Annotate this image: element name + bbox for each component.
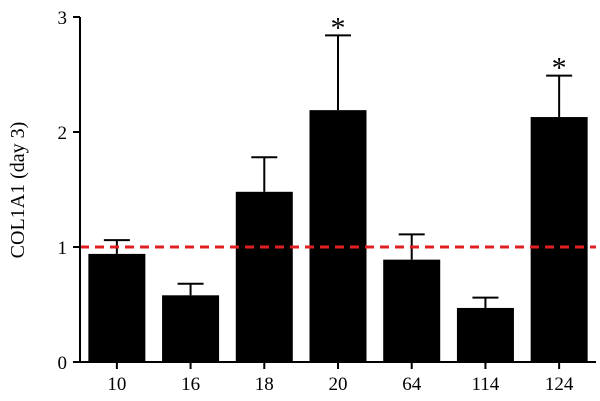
- bar-20: [309, 110, 367, 363]
- bar-114: [456, 307, 514, 362]
- x-tick-label-16: 16: [181, 374, 200, 395]
- significance-marks: **: [331, 11, 567, 84]
- bar-16: [162, 295, 220, 362]
- y-axis-title: COL1A1 (day 3): [7, 122, 29, 259]
- x-tick-label-10: 10: [107, 374, 126, 395]
- x-tick-label-64: 64: [402, 374, 422, 395]
- y-tick-label-1: 1: [58, 238, 68, 259]
- x-tick-label-114: 114: [472, 374, 500, 395]
- bar-64: [383, 259, 441, 362]
- x-tick-label-20: 20: [329, 374, 348, 395]
- x-tick-label-18: 18: [255, 374, 274, 395]
- significance-mark-20: *: [331, 11, 346, 44]
- x-axis-ticks: 10 16 18 20 64 114 124: [107, 362, 574, 395]
- significance-mark-124: *: [552, 52, 567, 85]
- bars: [88, 110, 588, 363]
- bar-124: [530, 117, 588, 362]
- bar-10: [88, 253, 146, 362]
- bar-18: [235, 191, 293, 362]
- y-axis-ticks: 0 1 2 3: [58, 8, 80, 374]
- y-tick-label-0: 0: [58, 353, 68, 374]
- x-tick-label-124: 124: [545, 374, 574, 395]
- y-tick-label-2: 2: [58, 123, 68, 144]
- y-tick-label-3: 3: [58, 8, 68, 29]
